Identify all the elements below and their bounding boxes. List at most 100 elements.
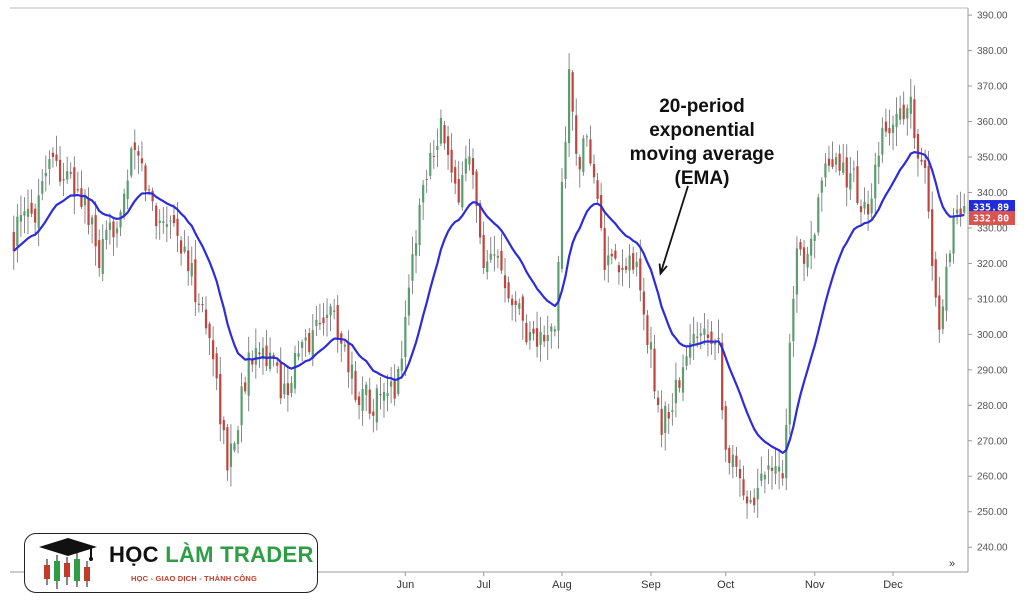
candle <box>379 377 382 410</box>
candle-body <box>514 300 517 305</box>
candle <box>778 448 781 490</box>
candle-body <box>614 250 617 259</box>
candle <box>867 190 870 231</box>
candle-body <box>834 157 838 165</box>
candle-body <box>222 420 225 431</box>
candle-body <box>261 347 265 360</box>
candle-body <box>194 259 197 303</box>
candle <box>158 209 161 240</box>
candlestick-graduation-cap-icon <box>39 538 97 589</box>
candle-body <box>792 298 795 342</box>
candle-body <box>436 145 439 151</box>
candle-body <box>653 348 656 392</box>
candle <box>94 201 97 266</box>
candle <box>624 257 628 274</box>
double-chevron-right-icon[interactable]: » <box>949 558 955 570</box>
candle-body <box>450 149 453 173</box>
candle <box>236 425 240 454</box>
candle-body <box>511 298 514 306</box>
candle <box>671 393 674 426</box>
candle-body <box>778 466 781 472</box>
candle-body <box>454 167 457 184</box>
candle-body <box>621 267 624 270</box>
candle <box>610 248 613 265</box>
candle <box>23 197 26 234</box>
annotation-arrow-shaft <box>659 185 689 274</box>
candle <box>617 261 621 285</box>
candle-body <box>870 198 873 214</box>
candle <box>258 342 261 368</box>
candle-body <box>311 330 314 359</box>
candle <box>457 160 460 206</box>
candle-body <box>696 336 699 338</box>
candle <box>37 178 40 246</box>
candle-body <box>500 250 503 271</box>
price-tag: 332.80 <box>969 210 1015 225</box>
candle <box>596 173 599 204</box>
candle <box>564 126 567 189</box>
candle <box>283 364 286 399</box>
candle <box>179 236 183 266</box>
candle-body <box>34 208 37 223</box>
candle <box>639 239 642 302</box>
candle-body <box>16 216 19 247</box>
candle-body <box>802 247 806 264</box>
candle-body <box>874 164 877 199</box>
candle-body <box>58 159 62 182</box>
candle <box>468 139 471 171</box>
candle <box>336 295 339 353</box>
candle <box>913 85 916 149</box>
candle <box>151 187 154 211</box>
candle-body <box>80 188 83 207</box>
candle <box>859 199 863 226</box>
candle-body <box>393 381 396 399</box>
candle <box>692 316 695 361</box>
candle-body <box>916 134 920 159</box>
candle-body <box>649 342 653 350</box>
candle-body <box>770 467 774 471</box>
candle <box>920 148 923 166</box>
candle-body <box>888 128 891 134</box>
candle-body <box>386 393 389 397</box>
candle-body <box>532 328 535 334</box>
candle <box>80 170 83 209</box>
candle-body <box>795 248 799 295</box>
candle <box>799 239 802 256</box>
candle-body <box>404 316 407 358</box>
candle <box>649 326 653 369</box>
candle-body <box>140 158 144 164</box>
ema-annotation: 20-period exponential moving average (EMA) <box>630 96 774 276</box>
candle-body <box>799 242 802 250</box>
candle-body <box>286 383 289 396</box>
candle-body <box>567 69 571 144</box>
candle <box>781 460 784 486</box>
candle <box>66 156 69 184</box>
candle-body <box>938 295 941 330</box>
candle <box>963 193 966 215</box>
candle <box>699 322 702 350</box>
candle-body <box>23 211 26 216</box>
candle-body <box>343 344 346 347</box>
candle-body <box>543 334 546 342</box>
candle <box>325 298 329 337</box>
candle <box>710 321 713 355</box>
candle <box>745 490 749 519</box>
candle-body <box>158 220 161 224</box>
candle-body <box>471 158 475 175</box>
candle-body <box>41 181 44 194</box>
candle-body <box>172 215 176 223</box>
candle <box>219 357 222 442</box>
candle-body <box>934 259 937 298</box>
candle <box>418 198 421 257</box>
candle-body <box>137 151 140 156</box>
candle <box>183 230 186 254</box>
candle-body <box>785 425 788 479</box>
candle <box>664 401 667 451</box>
candle <box>333 298 336 320</box>
price-axis: 240.00 250.00 260.00 270.00 280.00 290.00 300.… <box>10 7 1008 573</box>
candle <box>902 91 905 125</box>
candle <box>849 157 852 200</box>
candle-body <box>592 164 596 178</box>
candle <box>414 230 418 274</box>
